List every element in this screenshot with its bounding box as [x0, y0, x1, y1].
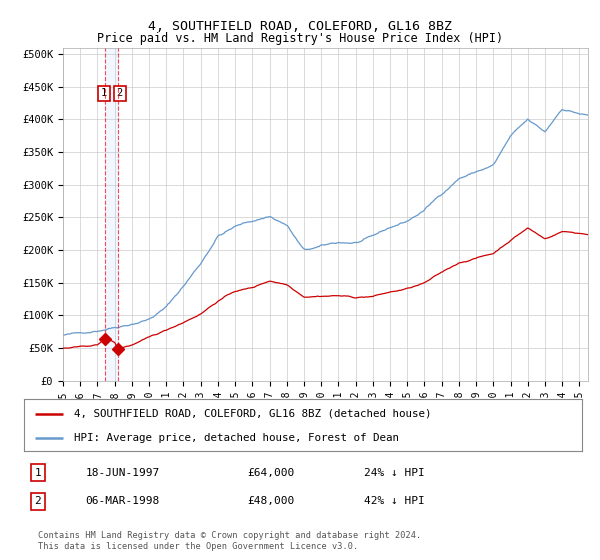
Text: Contains HM Land Registry data © Crown copyright and database right 2024.
This d: Contains HM Land Registry data © Crown c…: [38, 531, 421, 550]
Text: 2: 2: [35, 497, 41, 506]
Text: £48,000: £48,000: [247, 497, 295, 506]
Text: 06-MAR-1998: 06-MAR-1998: [85, 497, 160, 506]
Bar: [106, 48, 118, 381]
Text: 18-JUN-1997: 18-JUN-1997: [85, 468, 160, 478]
Text: Price paid vs. HM Land Registry's House Price Index (HPI): Price paid vs. HM Land Registry's House …: [97, 32, 503, 45]
Text: 24% ↓ HPI: 24% ↓ HPI: [364, 468, 425, 478]
Text: 4, SOUTHFIELD ROAD, COLEFORD, GL16 8BZ: 4, SOUTHFIELD ROAD, COLEFORD, GL16 8BZ: [148, 20, 452, 32]
Text: 1: 1: [35, 468, 41, 478]
Text: 4, SOUTHFIELD ROAD, COLEFORD, GL16 8BZ (detached house): 4, SOUTHFIELD ROAD, COLEFORD, GL16 8BZ (…: [74, 409, 432, 419]
Text: 1: 1: [101, 88, 107, 99]
Text: 42% ↓ HPI: 42% ↓ HPI: [364, 497, 425, 506]
Text: 2: 2: [116, 88, 123, 99]
Text: HPI: Average price, detached house, Forest of Dean: HPI: Average price, detached house, Fore…: [74, 433, 399, 443]
Text: £64,000: £64,000: [247, 468, 295, 478]
